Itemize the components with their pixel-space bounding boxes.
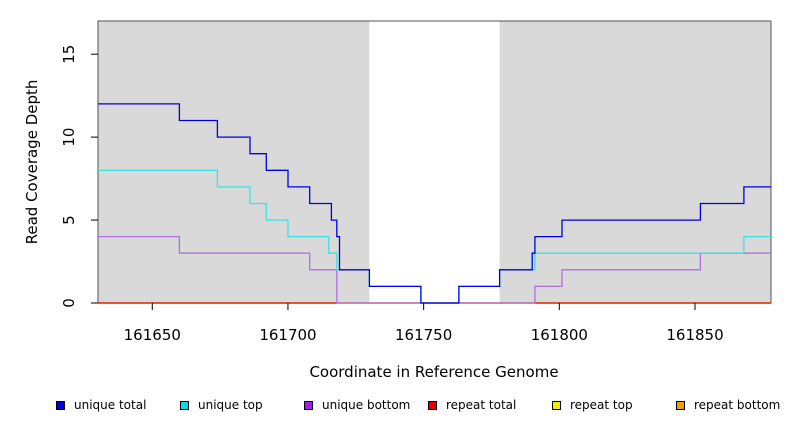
shaded-regions <box>98 21 771 303</box>
legend-item-repeat-top: repeat top <box>552 398 633 412</box>
legend-swatch-repeat-total <box>428 400 437 410</box>
y-axis-label: Read Coverage Depth <box>23 80 41 245</box>
y-tick-label: 15 <box>60 45 78 64</box>
x-tick-label: 161800 <box>531 326 588 344</box>
x-tick-label: 161850 <box>666 326 723 344</box>
legend-label-repeat-total: repeat total <box>446 398 517 412</box>
legend-label-repeat-bottom: repeat bottom <box>694 398 781 412</box>
legend-item-unique-total: unique total <box>56 398 146 412</box>
legend-label-repeat-top: repeat top <box>570 398 633 412</box>
legend-label-unique-top: unique top <box>198 398 263 412</box>
legend-item-repeat-bottom: repeat bottom <box>676 398 780 412</box>
series-layer <box>98 103 771 304</box>
x-axis: 161650 161700 161750 161800 161850 <box>124 303 724 344</box>
legend-label-unique-bottom: unique bottom <box>322 398 411 412</box>
shaded-region-2 <box>499 21 771 303</box>
legend-swatch-unique-total <box>56 400 65 410</box>
y-tick-label: 0 <box>60 298 78 308</box>
series-line-unique-total <box>98 103 771 304</box>
legend-swatch-unique-bottom <box>304 400 313 410</box>
legend-swatch-repeat-top <box>552 400 561 410</box>
legend-swatch-repeat-bottom <box>676 400 685 410</box>
y-axis: 0 5 10 15 <box>60 45 98 308</box>
legend-swatch-unique-top <box>180 400 189 410</box>
x-tick-label: 161650 <box>124 326 181 344</box>
shaded-region-1 <box>98 21 370 303</box>
legend-item-repeat-total: repeat total <box>428 398 516 412</box>
x-axis-label: Coordinate in Reference Genome <box>309 363 558 381</box>
y-tick-label: 5 <box>60 215 78 225</box>
x-tick-label: 161750 <box>395 326 452 344</box>
legend: unique total unique top unique bottom re… <box>0 398 792 420</box>
legend-item-unique-top: unique top <box>180 398 263 412</box>
x-tick-label: 161700 <box>259 326 316 344</box>
legend-item-unique-bottom: unique bottom <box>304 398 410 412</box>
y-tick-label: 10 <box>60 128 78 147</box>
legend-label-unique-total: unique total <box>74 398 147 412</box>
